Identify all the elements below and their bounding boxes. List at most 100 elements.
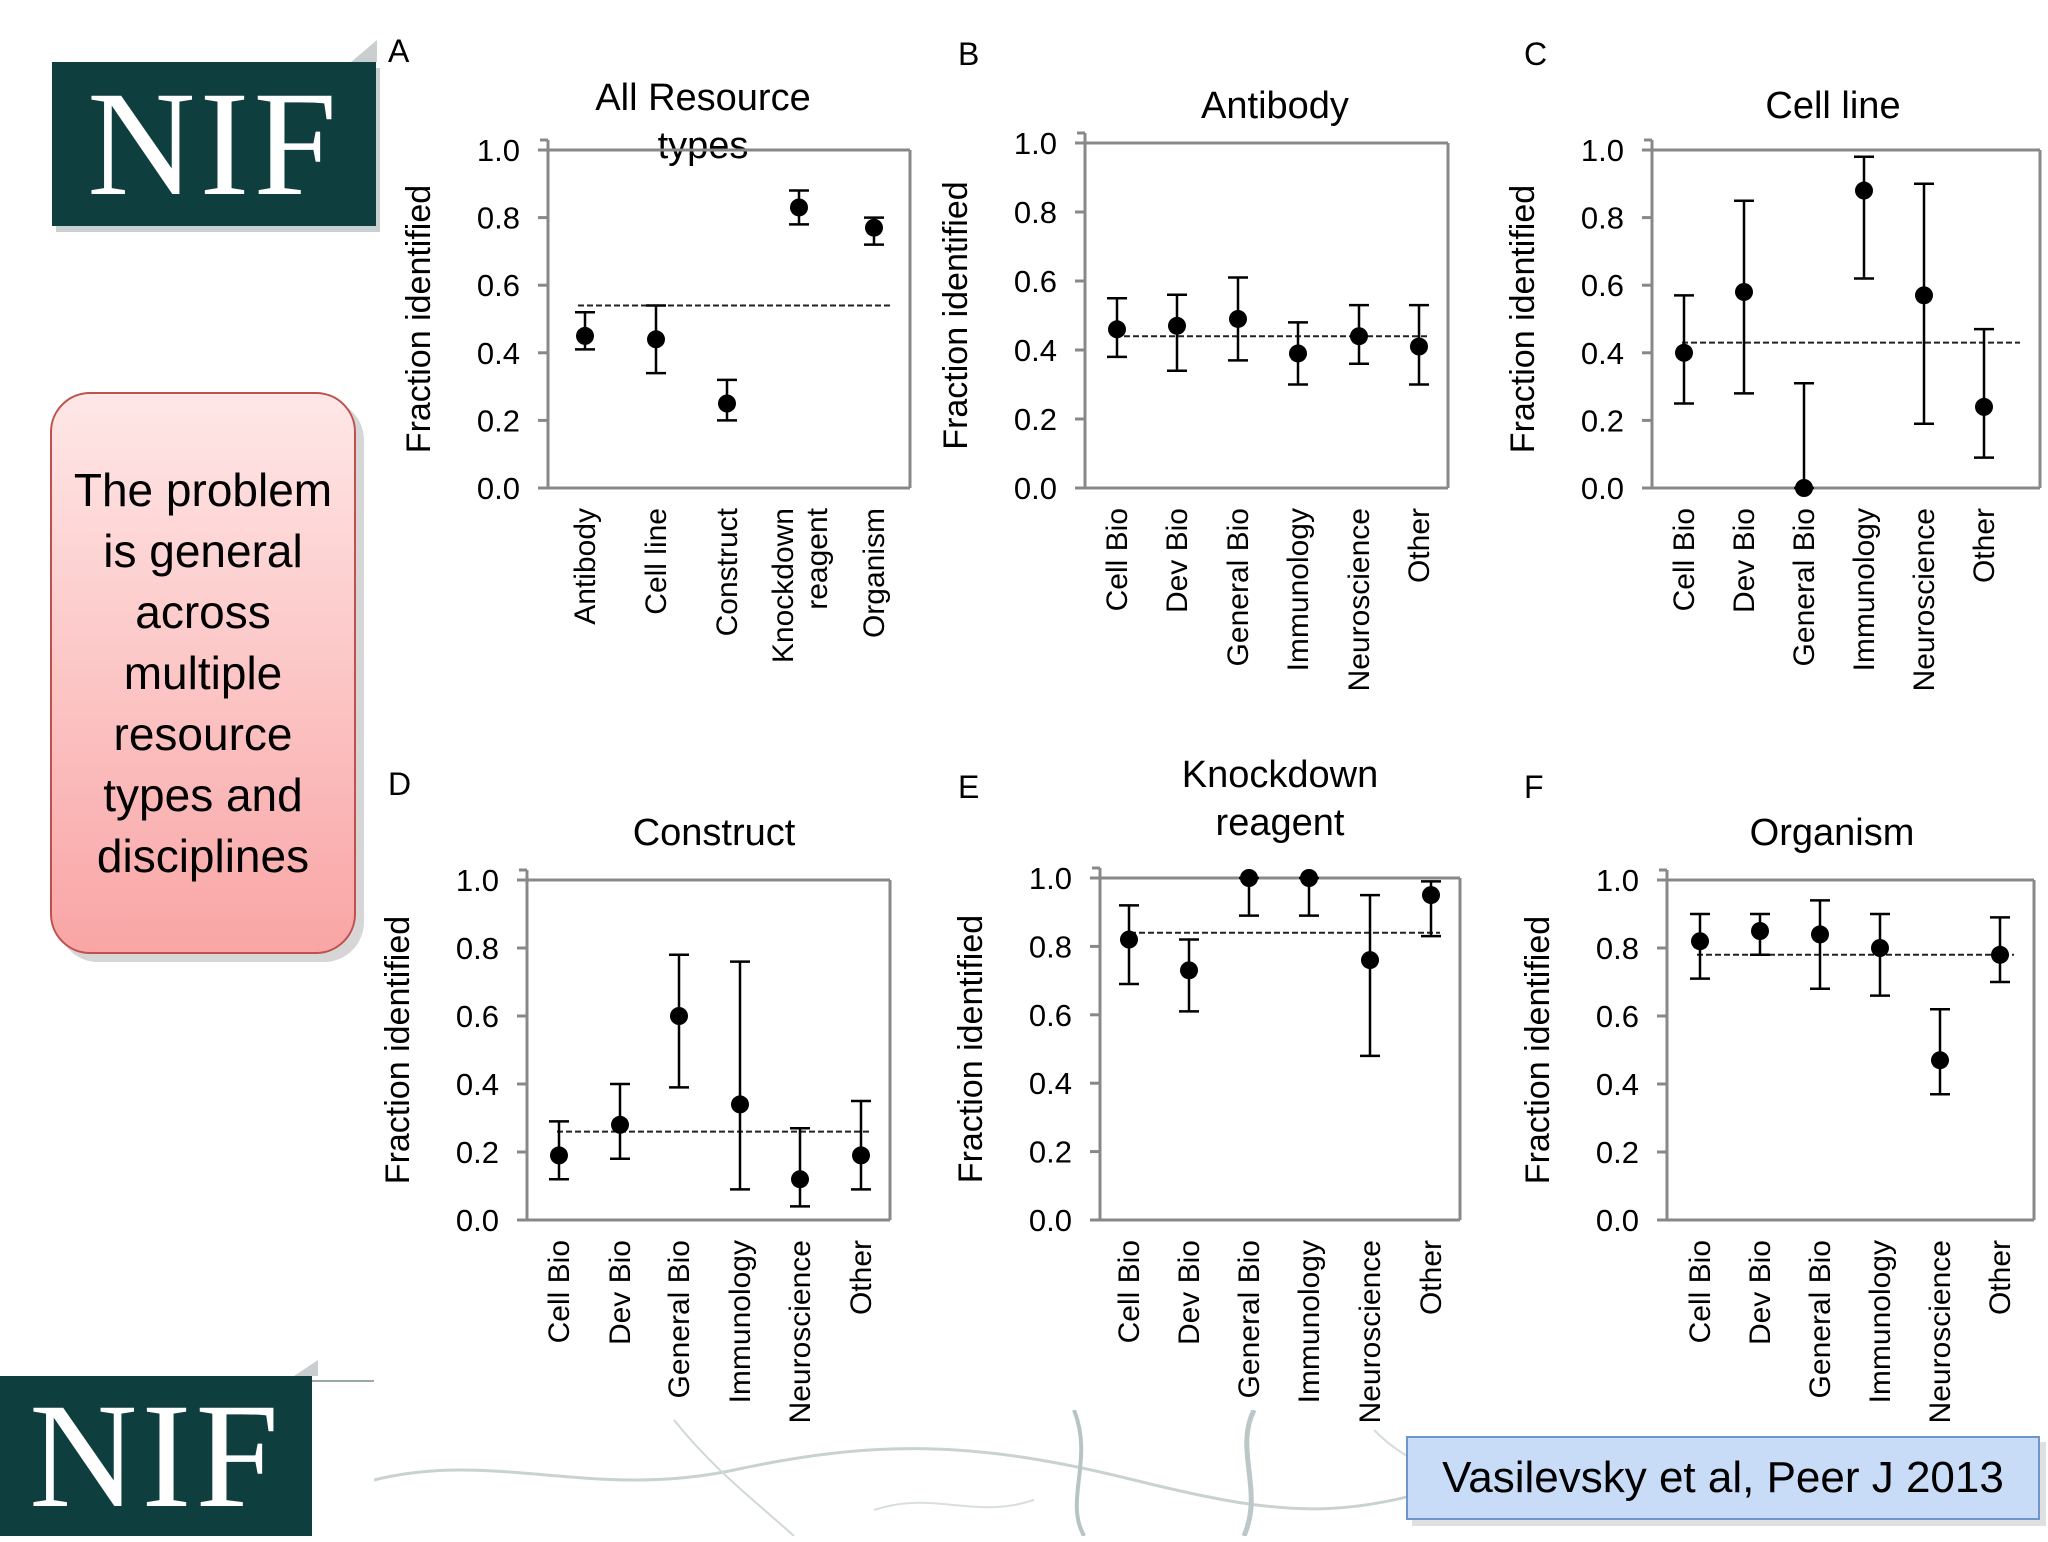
chart-title: Organism	[1750, 812, 1915, 854]
x-tick-label: Immunology	[1848, 508, 1881, 671]
y-tick-label: 0.6	[1581, 268, 1624, 303]
data-point	[1240, 869, 1258, 887]
x-tick-label: General Bio	[1804, 1240, 1837, 1398]
x-tick-label: General Bio	[663, 1240, 696, 1398]
y-tick-label: 1.0	[1581, 133, 1624, 168]
x-tick-label: Dev Bio	[604, 1240, 637, 1345]
x-tick-label: Other	[1968, 508, 2001, 583]
y-tick-label: 0.4	[1029, 1066, 1072, 1101]
data-point	[550, 1146, 568, 1165]
data-point	[852, 1146, 870, 1165]
data-point	[1300, 869, 1318, 887]
x-tick-label: Immunology	[724, 1240, 757, 1403]
logo-text: NIF	[87, 61, 341, 227]
x-tick-label: Other	[1415, 1240, 1448, 1315]
data-point	[1120, 930, 1138, 949]
x-tick-label: Dev Bio	[1744, 1240, 1777, 1345]
y-tick-label: 0.0	[1581, 471, 1624, 506]
panel-letter: F	[1524, 769, 1544, 805]
data-point	[791, 1170, 809, 1189]
citation-text: Vasilevsky et al, Peer J 2013	[1442, 1453, 2004, 1502]
panel-letter: A	[388, 33, 410, 69]
data-point	[1180, 961, 1198, 980]
data-point	[1410, 337, 1428, 356]
x-tick-label: Knockdownreagent	[767, 507, 834, 663]
citation-box: Vasilevsky et al, Peer J 2013	[1406, 1436, 2040, 1520]
y-tick-label: 0.8	[1596, 931, 1639, 966]
data-point	[1691, 932, 1709, 951]
data-point	[1422, 886, 1440, 905]
y-tick-label: 0.8	[477, 201, 520, 236]
x-tick-label: Neuroscience	[1908, 508, 1941, 691]
data-point	[1229, 309, 1247, 328]
data-point	[790, 198, 808, 217]
y-tick-label: 0.6	[1596, 999, 1639, 1034]
panel-letter: B	[958, 36, 979, 72]
y-tick-label: 1.0	[456, 863, 499, 898]
data-point	[1795, 479, 1813, 497]
data-point	[647, 330, 665, 349]
x-tick-label: Neuroscience	[784, 1240, 817, 1423]
y-tick-label: 0.8	[1014, 195, 1057, 230]
y-tick-label: 1.0	[1596, 863, 1639, 898]
data-point	[576, 326, 594, 345]
data-point	[731, 1095, 749, 1114]
y-axis-label: Fraction identified	[952, 915, 990, 1183]
panel-letter: C	[1524, 36, 1547, 72]
y-tick-label: 0.6	[1014, 264, 1057, 299]
chart-title: Knockdown reagent	[1182, 754, 1378, 844]
y-axis-label: Fraction identified	[1504, 185, 1542, 453]
divider-line	[312, 1380, 374, 1382]
x-tick-label: Dev Bio	[1161, 508, 1194, 613]
y-tick-label: 0.4	[1581, 336, 1624, 371]
data-point	[1931, 1051, 1949, 1070]
chart-title: Antibody	[1201, 85, 1349, 127]
y-tick-label: 0.0	[1596, 1203, 1639, 1238]
y-tick-label: 0.6	[477, 268, 520, 303]
x-tick-label: Dev Bio	[1173, 1240, 1206, 1345]
y-tick-label: 0.2	[1596, 1135, 1639, 1170]
nif-logo-top: NIF	[52, 40, 377, 227]
chart-title: Cell line	[1765, 85, 1900, 127]
x-tick-label: Neuroscience	[1343, 508, 1376, 691]
panel-letter: D	[388, 766, 411, 802]
data-point	[611, 1115, 629, 1134]
x-tick-label: Other	[1403, 508, 1436, 583]
data-point	[1675, 343, 1693, 362]
data-point	[1168, 316, 1186, 335]
data-point	[1975, 397, 1993, 416]
y-tick-label: 0.0	[1014, 471, 1057, 506]
y-tick-label: 0.4	[1014, 333, 1057, 368]
y-axis-label: Fraction identified	[379, 916, 417, 1184]
y-axis-label: Fraction identified	[1519, 916, 1557, 1184]
data-point	[1108, 320, 1126, 339]
y-tick-label: 0.2	[1029, 1135, 1072, 1170]
data-point	[1811, 925, 1829, 944]
y-tick-label: 0.6	[456, 999, 499, 1034]
data-point	[1289, 344, 1307, 363]
y-tick-label: 1.0	[1014, 126, 1057, 161]
y-tick-label: 1.0	[477, 133, 520, 168]
data-point	[1735, 282, 1753, 301]
data-point	[1991, 945, 2009, 964]
x-tick-label: Neuroscience	[1924, 1240, 1957, 1423]
x-tick-label: Dev Bio	[1728, 508, 1761, 613]
y-tick-label: 0.4	[456, 1067, 499, 1102]
x-tick-label: Organism	[858, 508, 891, 638]
x-tick-label: General Bio	[1222, 508, 1255, 666]
x-tick-label: Cell Bio	[1101, 508, 1134, 611]
y-tick-label: 0.8	[456, 931, 499, 966]
y-tick-label: 0.8	[1581, 201, 1624, 236]
y-tick-label: 0.2	[1581, 403, 1624, 438]
callout-text: The problem is general across multiple r…	[73, 463, 333, 882]
x-tick-label: Other	[845, 1240, 878, 1315]
x-tick-label: Immunology	[1282, 508, 1315, 671]
chart-title: All Resource types	[595, 77, 810, 167]
y-tick-label: 0.4	[1596, 1067, 1639, 1102]
x-tick-label: Cell Bio	[1684, 1240, 1717, 1343]
x-tick-label: Immunology	[1864, 1240, 1897, 1403]
x-tick-label: General Bio	[1788, 508, 1821, 666]
x-tick-label: Cell Bio	[543, 1240, 576, 1343]
data-point	[1361, 951, 1379, 970]
